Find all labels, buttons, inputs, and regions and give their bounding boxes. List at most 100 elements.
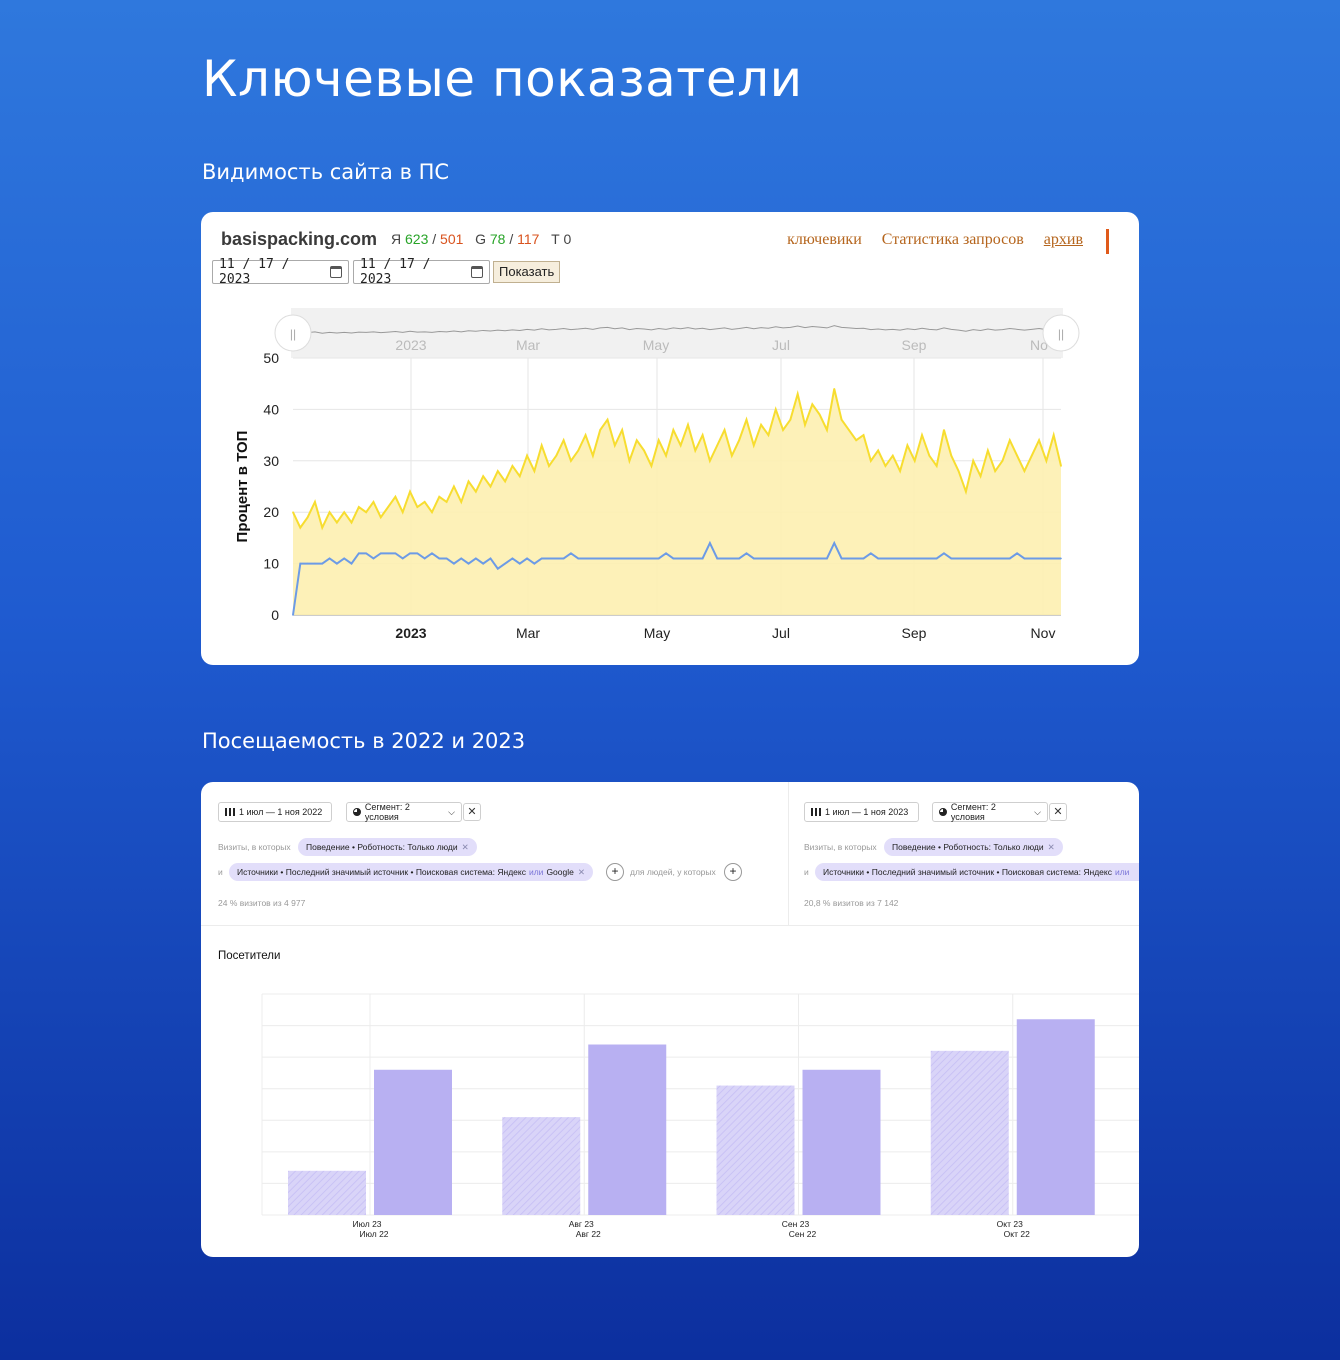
google-point (818, 557, 821, 560)
yandex-green-count: 623 (405, 231, 429, 247)
yandex-point (518, 475, 521, 478)
google-point (306, 562, 309, 565)
page-title: Ключевые показатели (202, 50, 803, 108)
top-links: ключевики Статистика запросов архив (771, 231, 1083, 249)
yandex-point (826, 429, 828, 431)
y-tick-label: 40 (263, 401, 279, 417)
calendar-icon[interactable] (329, 266, 342, 278)
google-point (518, 562, 521, 565)
google-point (635, 557, 638, 560)
yandex-point (921, 434, 923, 436)
yandex-point (292, 511, 294, 513)
google-point (760, 557, 762, 560)
yandex-point (1045, 460, 1048, 462)
yandex-point (533, 470, 536, 472)
behavior-tag-right-label: Поведение • Роботность: Только люди (892, 842, 1044, 852)
segment-left[interactable]: Сегмент: 2 условия ⌵ (346, 802, 462, 822)
navigator-handle (1042, 314, 1080, 352)
yandex-point (592, 454, 594, 457)
yandex-point (877, 449, 879, 452)
source-tag-left[interactable]: Источники • Последний значимый источник … (229, 863, 593, 881)
remove-tag-icon[interactable]: ✕ (461, 841, 469, 852)
close-icon[interactable]: ✕ (1049, 803, 1067, 821)
google-point (650, 557, 653, 560)
navigator-label: Jul (772, 337, 790, 353)
y-axis-label: Процент в ТОП (234, 431, 251, 543)
yandex-point (1023, 470, 1026, 472)
visibility-card: basispacking.com Я 623 / 501 G 78 / 117 … (201, 212, 1139, 665)
source-tag-right[interactable]: Источники • Последний значимый источник … (815, 863, 1139, 881)
yandex-point (694, 449, 697, 452)
link-keywords[interactable]: ключевики (787, 231, 862, 248)
x-tick-label-top: Окт 23 (997, 1219, 1023, 1229)
yandex-point (731, 454, 733, 457)
source-tag-right-main: Источники • Последний значимый источник … (823, 867, 1112, 877)
google-point (467, 562, 470, 565)
segment-pie-icon (939, 808, 947, 816)
remove-tag-icon[interactable]: ✕ (577, 866, 585, 877)
remove-tag-icon[interactable]: ✕ (1047, 841, 1055, 852)
google-point (906, 557, 909, 560)
yandex-point (965, 490, 967, 493)
visits-prefix-right: Визиты, в которых (804, 842, 877, 852)
bar-2023 (374, 1069, 452, 1215)
yandex-point (650, 465, 653, 467)
yandex-point (438, 495, 441, 498)
date-from-input[interactable]: 11 / 17 / 2023 (212, 257, 349, 287)
link-query-stats[interactable]: Статистика запросов (881, 231, 1024, 248)
google-point (350, 562, 353, 565)
yandex-area (293, 388, 1061, 615)
behavior-tag-right[interactable]: Поведение • Роботность: Только люди ✕ (884, 838, 1063, 856)
google-point (848, 557, 850, 560)
y-tick-label: 0 (271, 607, 279, 623)
yandex-point (760, 424, 762, 426)
yandex-point (555, 454, 558, 457)
yandex-point (928, 454, 931, 457)
yandex-point (701, 434, 704, 436)
yandex-point (738, 439, 740, 442)
google-point (562, 557, 565, 560)
x-tick-label-bottom: Авг 22 (576, 1229, 601, 1239)
search-stats: Я 623 / 501 G 78 / 117 Т 0 (391, 231, 572, 247)
yandex-point (723, 429, 726, 431)
calendar-icon[interactable] (470, 266, 483, 278)
yandex-point (614, 444, 616, 447)
segment-right[interactable]: Сегмент: 2 условия ⌵ (932, 802, 1048, 822)
accent-bar (1106, 229, 1109, 254)
add-people-condition-icon[interactable]: + (724, 863, 742, 881)
yandex-point (540, 444, 543, 447)
yandex-point (584, 434, 587, 436)
show-button[interactable]: Показать (493, 261, 561, 283)
share-right: 20,8 % визитов из 7 142 (804, 898, 899, 908)
date-range-left[interactable]: 1 июл — 1 ноя 2022 (218, 802, 332, 822)
google-point (599, 557, 601, 560)
date-to-input[interactable]: 11 / 17 / 2023 (353, 257, 490, 287)
yandex-point (306, 516, 309, 519)
google-point (365, 552, 367, 555)
google-point (1030, 557, 1033, 560)
chevron-down-icon: ⌵ (448, 806, 455, 817)
yandex-point (445, 501, 448, 503)
x-tick-label-bottom: Сен 22 (789, 1229, 817, 1239)
yandex-point (482, 475, 484, 478)
x-tick-label: May (644, 625, 670, 641)
domain-link[interactable]: basispacking.com (221, 229, 378, 249)
date-range-right[interactable]: 1 июл — 1 ноя 2023 (804, 802, 919, 822)
x-tick-label: Jul (772, 625, 790, 641)
x-tick-label: Nov (1031, 625, 1056, 641)
link-archive[interactable]: архив (1043, 231, 1083, 248)
google-point (489, 557, 492, 560)
google-point (372, 557, 375, 560)
y-tick-label: 20 (263, 504, 279, 520)
google-point (701, 557, 704, 560)
date-range-left-label: 1 июл — 1 ноя 2022 (239, 807, 323, 817)
close-icon[interactable]: ✕ (463, 803, 481, 821)
google-point (409, 552, 411, 555)
yandex-point (855, 439, 857, 442)
segment-right-label: Сегмент: 2 условия (950, 802, 996, 822)
behavior-tag-left[interactable]: Поведение • Роботность: Только люди ✕ (298, 838, 477, 856)
google-point (292, 614, 294, 616)
add-condition-icon[interactable]: + (606, 863, 624, 881)
bar-2023 (1016, 1019, 1095, 1215)
navigator-label: May (643, 337, 669, 353)
